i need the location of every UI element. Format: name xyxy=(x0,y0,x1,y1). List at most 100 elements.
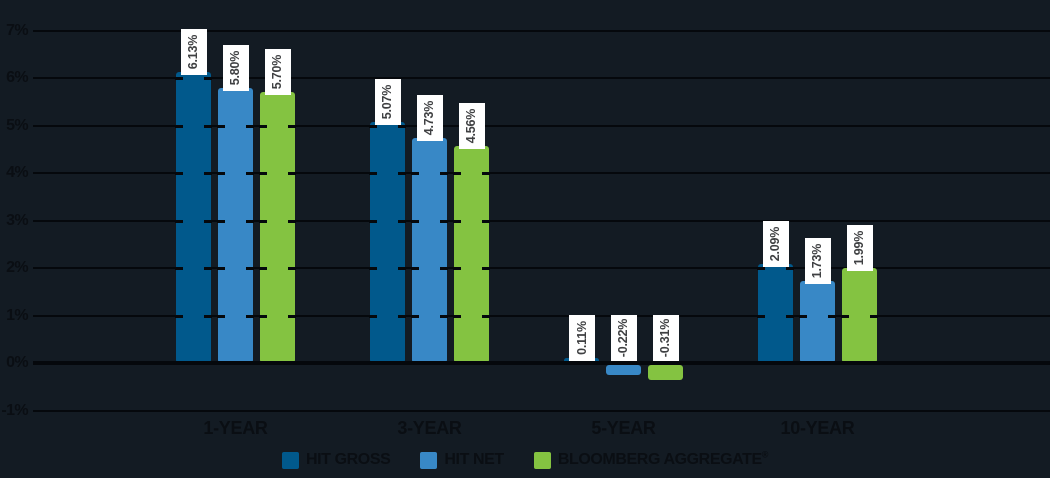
gridline-tick xyxy=(259,172,267,175)
gridline-tick xyxy=(175,219,183,223)
y-axis-tick-label: 1% xyxy=(6,306,29,324)
gridline-tick xyxy=(369,172,377,175)
gridline-tick xyxy=(246,172,254,175)
gridline-tick xyxy=(175,77,183,80)
gridline-tick xyxy=(411,172,419,175)
gridline-tick xyxy=(440,314,448,318)
legend-label: HIT NET xyxy=(444,451,504,468)
value-label: 4.73% xyxy=(416,95,443,142)
y-axis-tick-label: 0% xyxy=(6,354,29,371)
value-label-text: 2.09% xyxy=(768,226,783,261)
registered-mark-icon: ® xyxy=(761,449,769,460)
gridline-tick xyxy=(411,314,419,318)
bar xyxy=(606,365,641,376)
gridline-tick xyxy=(440,172,448,175)
gridline-tick xyxy=(440,267,448,270)
bar xyxy=(218,87,253,363)
legend: HIT GROSS HIT NET BLOOMBERG AGGREGATE® xyxy=(0,450,1050,470)
gridline-tick xyxy=(757,314,765,318)
gridline-tick xyxy=(288,172,296,175)
gridline-tick xyxy=(246,314,254,318)
gridline-tick xyxy=(786,267,794,270)
y-axis-tick-label: 4% xyxy=(6,164,29,181)
gridline-tick xyxy=(246,124,254,128)
gridline xyxy=(33,172,1050,174)
legend-swatch xyxy=(420,451,438,469)
gridline-tick xyxy=(369,314,377,318)
bar xyxy=(260,92,295,363)
bar xyxy=(648,365,683,380)
legend-label: BLOOMBERG AGGREGATE® xyxy=(557,449,769,468)
gridline-tick xyxy=(828,314,836,318)
gridline-tick xyxy=(482,267,490,270)
gridline-tick xyxy=(482,314,490,318)
bar xyxy=(412,138,447,363)
gridline-tick xyxy=(217,124,225,128)
gridline-tick xyxy=(217,172,225,175)
gridline-tick xyxy=(398,124,406,128)
gridline-tick xyxy=(482,172,490,175)
gridline-tick xyxy=(175,172,183,175)
value-label-text: 0.11% xyxy=(574,320,589,355)
gridline-tick xyxy=(398,219,406,223)
gridline-tick xyxy=(175,267,183,270)
gridline-tick xyxy=(369,267,377,270)
bar xyxy=(176,71,211,363)
gridline-tick xyxy=(440,219,448,223)
value-label-text: 6.13% xyxy=(186,34,201,70)
value-label: -0.31% xyxy=(652,315,679,361)
y-axis-tick-label: 5% xyxy=(6,116,29,134)
gridline-tick xyxy=(453,267,461,270)
value-label-text: -0.31% xyxy=(658,318,673,358)
gridline-tick xyxy=(217,219,225,223)
legend-item: HIT GROSS xyxy=(281,451,391,469)
gridline-tick xyxy=(841,314,849,318)
y-axis-tick-label: -1% xyxy=(1,401,28,419)
gridline-tick xyxy=(870,314,878,318)
value-label-text: 1.99% xyxy=(852,231,867,266)
gridline-tick xyxy=(204,314,212,318)
zero-gridline xyxy=(33,361,1050,365)
gridline-tick xyxy=(204,219,212,223)
gridline-tick xyxy=(369,124,377,128)
gridline-tick xyxy=(482,219,490,223)
gridline-tick xyxy=(411,219,419,223)
gridline-tick xyxy=(204,172,212,175)
gridline-tick xyxy=(288,219,296,223)
legend-swatch xyxy=(533,451,551,469)
gridline-tick xyxy=(246,267,254,270)
gridline-tick xyxy=(175,314,183,318)
gridline-tick xyxy=(398,314,406,318)
legend-swatch xyxy=(281,451,299,469)
gridline-tick xyxy=(175,124,183,128)
gridline xyxy=(33,314,1050,317)
gridline-tick xyxy=(398,172,406,175)
gridline xyxy=(33,29,1050,32)
gridline xyxy=(33,219,1050,222)
value-label-text: 5.70% xyxy=(270,55,285,90)
x-axis-category-label: 3-YEAR xyxy=(397,418,462,438)
x-axis-category-label: 5-YEAR xyxy=(591,418,656,438)
y-axis-tick-label: 3% xyxy=(6,211,29,229)
value-label: 5.80% xyxy=(222,44,249,91)
gridline-tick xyxy=(259,124,267,128)
gridline-tick xyxy=(453,314,461,318)
gridline-tick xyxy=(453,219,461,223)
legend-label: HIT GROSS xyxy=(305,451,391,468)
gridline-tick xyxy=(757,267,765,270)
gridline-tick xyxy=(799,314,807,318)
legend-item: BLOOMBERG AGGREGATE® xyxy=(533,449,769,469)
gridline-tick xyxy=(217,314,225,318)
value-label: 1.99% xyxy=(846,225,873,272)
x-axis-category-label: 10-YEAR xyxy=(780,418,855,438)
gridline-tick xyxy=(369,219,377,223)
gridline-tick xyxy=(288,267,296,270)
gridline xyxy=(33,409,1050,412)
y-axis-tick-label: 2% xyxy=(6,259,29,276)
legend-item: HIT NET xyxy=(420,451,504,469)
value-label: 5.07% xyxy=(374,79,401,126)
bar xyxy=(370,122,405,363)
gridline-tick xyxy=(398,267,406,270)
gridline-tick xyxy=(411,267,419,270)
